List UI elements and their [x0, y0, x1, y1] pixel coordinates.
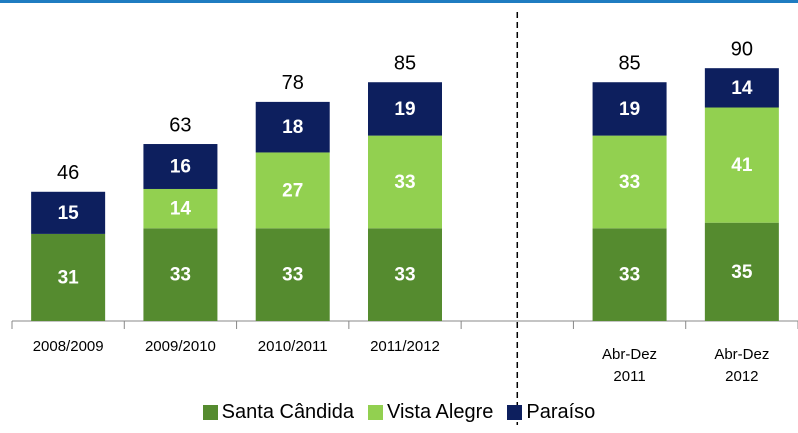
- bar-segment: [592, 82, 667, 136]
- bar-segment: [704, 68, 779, 108]
- segment-label: 14: [170, 199, 192, 220]
- x-tick-label: 2008/2009: [32, 338, 104, 355]
- bar-segment: [704, 222, 779, 321]
- segment-label: 33: [619, 265, 640, 286]
- bar-segment: [255, 228, 330, 321]
- bar-segment: [31, 191, 106, 234]
- legend-swatch: [202, 405, 218, 420]
- legend-item: Vista Alegre: [368, 401, 493, 424]
- legend-label: Santa Cândida: [221, 401, 354, 423]
- segment-label: 27: [282, 180, 303, 201]
- legend-swatch: [368, 405, 383, 420]
- x-tick-label: 2010/2011: [257, 338, 328, 355]
- top-rule: [0, 0, 798, 3]
- segment-label: 15: [58, 203, 80, 224]
- x-tick-label: Abr-Dez 2011: [602, 346, 658, 385]
- bar-segment: [255, 101, 330, 153]
- segment-label: 16: [170, 157, 191, 178]
- total-label: 85: [618, 53, 640, 75]
- bar-segment: [143, 144, 218, 189]
- segment-label: 41: [731, 155, 753, 176]
- bar-segment: [368, 135, 442, 229]
- segment-label: 33: [394, 172, 415, 193]
- segment-label: 33: [394, 265, 415, 286]
- segment-label: 14: [731, 78, 753, 99]
- total-label: 46: [57, 162, 79, 184]
- legend-label: Vista Alegre: [387, 401, 494, 423]
- bar-segment: [143, 228, 218, 321]
- total-label: 63: [169, 114, 191, 136]
- x-tick-label: Abr-Dez 2012: [714, 346, 770, 385]
- bar-segment: [592, 135, 667, 229]
- legend-item: Santa Cândida: [202, 401, 354, 424]
- segment-label: 18: [282, 117, 303, 138]
- bar-segment: [368, 82, 442, 136]
- legend-label: Paraíso: [526, 401, 596, 423]
- total-label: 78: [282, 72, 304, 94]
- bar-segment: [368, 228, 442, 321]
- x-tick-label: 2011/2012: [370, 338, 440, 355]
- total-label: 90: [731, 38, 753, 60]
- segment-label: 33: [282, 265, 303, 286]
- segment-label: 31: [58, 267, 80, 288]
- segment-label: 35: [731, 262, 753, 283]
- segment-label: 19: [394, 99, 415, 120]
- bar-segment: [255, 152, 330, 229]
- legend-swatch: [507, 405, 523, 420]
- x-tick-label: 2009/2010: [144, 338, 216, 355]
- segment-label: 19: [619, 99, 640, 120]
- segment-label: 33: [170, 265, 191, 286]
- bar-segment: [143, 188, 218, 229]
- bar-segment: [31, 233, 106, 321]
- bar-segment: [704, 107, 779, 223]
- legend: Santa Cândida Vista Alegre Paraíso: [0, 401, 798, 424]
- segment-label: 33: [619, 172, 640, 193]
- legend-item: Paraíso: [507, 401, 595, 424]
- total-label: 85: [394, 53, 416, 75]
- bar-segment: [592, 228, 667, 321]
